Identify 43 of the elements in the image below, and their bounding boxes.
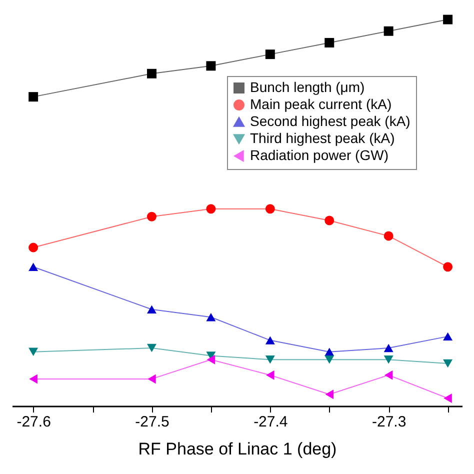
point	[265, 336, 275, 344]
point	[206, 354, 216, 364]
point	[265, 356, 275, 364]
x-tick-label: -27.6	[16, 414, 51, 430]
point	[324, 38, 334, 48]
point	[28, 242, 38, 252]
legend-label: Main peak current (kA)	[250, 96, 392, 112]
point	[206, 61, 216, 71]
point	[444, 394, 452, 404]
point	[443, 14, 453, 24]
point	[443, 262, 453, 272]
point	[384, 231, 394, 241]
point	[206, 313, 216, 322]
legend-label: Bunch length (μm)	[250, 79, 365, 95]
point	[146, 212, 156, 222]
point	[29, 374, 38, 384]
legend-label: Second highest peak (kA)	[250, 113, 410, 129]
point	[146, 344, 156, 352]
point	[148, 374, 156, 384]
point	[28, 262, 38, 271]
x-tick-label: -27.4	[254, 414, 288, 430]
x-tick-label: -27.5	[135, 414, 170, 430]
legend-label: Third highest peak (kA)	[250, 130, 395, 146]
x-tick-label: -27.3	[372, 414, 406, 430]
point	[146, 68, 156, 78]
x-axis-title: RF Phase of Linac 1 (deg)	[138, 440, 337, 458]
point	[146, 305, 156, 314]
point	[384, 26, 394, 36]
point	[384, 356, 394, 364]
point	[265, 204, 275, 214]
point	[28, 348, 38, 356]
point	[265, 50, 275, 60]
point	[443, 359, 453, 368]
point	[206, 204, 216, 214]
point	[325, 390, 334, 400]
point	[384, 344, 394, 352]
legend-label: Radiation power (GW)	[250, 147, 388, 163]
point	[384, 370, 393, 380]
point	[324, 356, 334, 364]
point	[443, 332, 453, 341]
point	[324, 216, 334, 226]
point	[266, 370, 274, 380]
point	[28, 92, 38, 102]
